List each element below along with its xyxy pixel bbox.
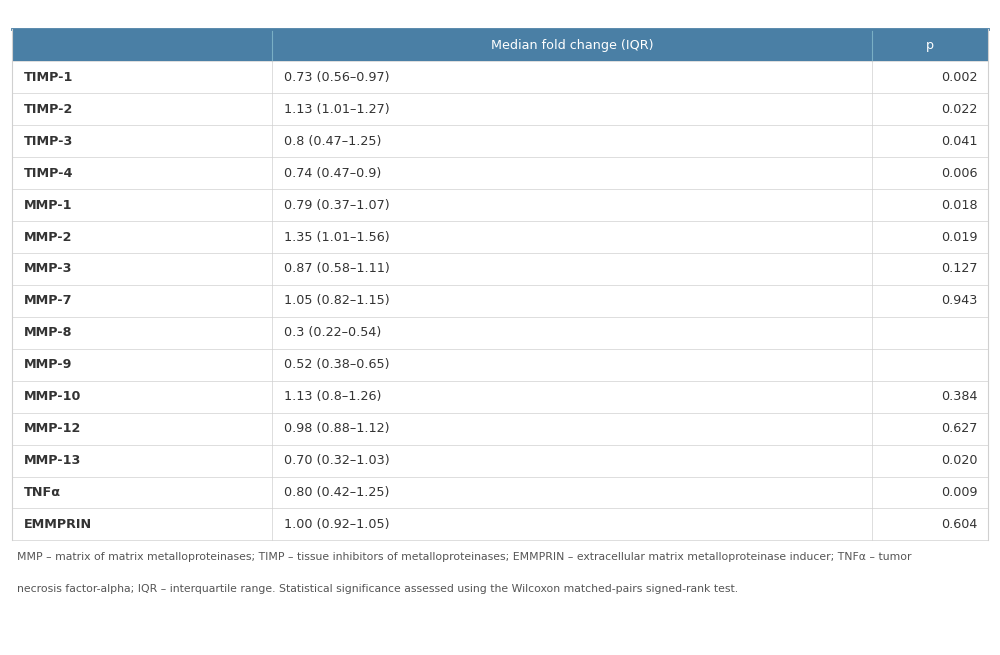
Text: MMP-9: MMP-9 (24, 358, 72, 371)
Text: MMP-7: MMP-7 (24, 294, 72, 307)
Bar (12, 189, 988, 221)
Text: 0.018: 0.018 (941, 198, 978, 212)
Text: 0.384: 0.384 (942, 390, 978, 403)
Text: 0.79 (0.37–1.07): 0.79 (0.37–1.07) (284, 198, 390, 212)
Text: 0.87 (0.58–1.11): 0.87 (0.58–1.11) (284, 263, 390, 276)
Bar (12, 125, 988, 157)
Bar (12, 221, 988, 253)
Bar (12, 253, 988, 285)
Text: 0.80 (0.42–1.25): 0.80 (0.42–1.25) (284, 486, 389, 499)
Bar (12, 413, 988, 445)
Text: 1.05 (0.82–1.15): 1.05 (0.82–1.15) (284, 294, 390, 307)
Text: TIMP-4: TIMP-4 (24, 166, 74, 179)
Text: 0.019: 0.019 (942, 231, 978, 244)
Text: MMP-8: MMP-8 (24, 326, 72, 339)
Text: 0.009: 0.009 (942, 486, 978, 499)
Text: 0.022: 0.022 (942, 103, 978, 116)
Bar (12, 29, 988, 62)
Text: p: p (926, 39, 934, 52)
Text: 0.041: 0.041 (942, 135, 978, 148)
Text: TIMP-1: TIMP-1 (24, 71, 73, 84)
Bar (12, 157, 988, 189)
Text: 0.127: 0.127 (942, 263, 978, 276)
Text: MMP-1: MMP-1 (24, 198, 72, 212)
Text: TIMP-3: TIMP-3 (24, 135, 73, 148)
Text: 1.35 (1.01–1.56): 1.35 (1.01–1.56) (284, 231, 390, 244)
Bar (12, 317, 988, 348)
Text: Median fold change (IQR): Median fold change (IQR) (491, 39, 653, 52)
Text: 0.70 (0.32–1.03): 0.70 (0.32–1.03) (284, 454, 390, 467)
Text: MMP-3: MMP-3 (24, 263, 72, 276)
Bar (12, 348, 988, 381)
Text: TIMP-2: TIMP-2 (24, 103, 73, 116)
Bar (12, 445, 988, 477)
Bar (12, 508, 988, 540)
Text: necrosis factor-alpha; IQR – interquartile range. Statistical significance asses: necrosis factor-alpha; IQR – interquarti… (17, 584, 738, 593)
Text: MMP – matrix of matrix metalloproteinases; TIMP – tissue inhibitors of metallopr: MMP – matrix of matrix metalloproteinase… (17, 552, 912, 562)
Text: 1.13 (1.01–1.27): 1.13 (1.01–1.27) (284, 103, 390, 116)
Bar (12, 285, 988, 317)
Text: MMP-2: MMP-2 (24, 231, 72, 244)
Bar (12, 381, 988, 413)
Text: 0.52 (0.38–0.65): 0.52 (0.38–0.65) (284, 358, 390, 371)
Text: 1.13 (0.8–1.26): 1.13 (0.8–1.26) (284, 390, 381, 403)
Text: 0.627: 0.627 (942, 422, 978, 435)
Text: 0.8 (0.47–1.25): 0.8 (0.47–1.25) (284, 135, 381, 148)
Text: 0.74 (0.47–0.9): 0.74 (0.47–0.9) (284, 166, 381, 179)
Text: EMMPRIN: EMMPRIN (24, 518, 92, 531)
Text: 0.943: 0.943 (942, 294, 978, 307)
Text: 0.020: 0.020 (942, 454, 978, 467)
Text: 0.002: 0.002 (942, 71, 978, 84)
Bar (12, 93, 988, 125)
Text: 0.006: 0.006 (942, 166, 978, 179)
Text: 0.604: 0.604 (942, 518, 978, 531)
Text: 0.73 (0.56–0.97): 0.73 (0.56–0.97) (284, 71, 390, 84)
Text: 0.3 (0.22–0.54): 0.3 (0.22–0.54) (284, 326, 381, 339)
Text: 1.00 (0.92–1.05): 1.00 (0.92–1.05) (284, 518, 390, 531)
Text: MMP-13: MMP-13 (24, 454, 81, 467)
Text: TNFα: TNFα (24, 486, 61, 499)
Bar (12, 62, 988, 93)
Text: MMP-12: MMP-12 (24, 422, 81, 435)
Bar (12, 477, 988, 508)
Text: MMP-10: MMP-10 (24, 390, 81, 403)
Text: 0.98 (0.88–1.12): 0.98 (0.88–1.12) (284, 422, 390, 435)
